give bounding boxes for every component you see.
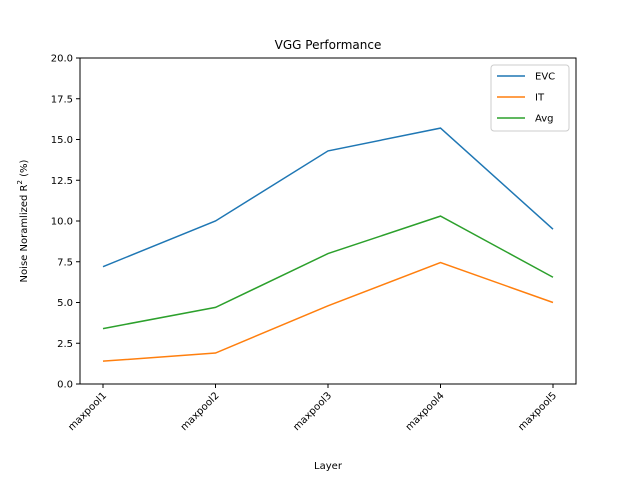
x-tick-label: maxpool1 [66,390,109,433]
x-tick-label: maxpool5 [516,390,559,433]
y-tick-label: 0.0 [57,380,73,391]
series-lines [102,127,554,362]
legend-label-avg: Avg [535,114,554,125]
y-tick-label: 12.5 [51,176,73,187]
x-tick-label: maxpool3 [291,390,334,433]
y-axis-title: Noise Noramlized R2 (%) [16,159,30,282]
x-tick-label: maxpool4 [404,390,447,433]
series-line-evc [102,127,554,268]
x-axis-ticks: maxpool1 maxpool2 maxpool3 maxpool4 maxpool5 [66,384,559,433]
legend: EVC IT Avg [490,64,570,132]
y-tick-label: 20.0 [51,54,73,65]
y-axis-ticks: 0.0 2.5 5.0 7.5 10.0 12.5 15.0 17.5 20.0 [51,54,80,391]
y-tick-label: 7.5 [57,257,73,268]
series-line-avg [102,215,554,330]
x-tick-label: maxpool2 [179,390,222,433]
x-axis-title: Layer [314,461,343,472]
y-tick-label: 5.0 [57,298,73,309]
chart-title: VGG Performance [275,38,382,52]
y-tick-label: 2.5 [57,339,73,350]
legend-frame [490,64,570,132]
y-tick-label: 10.0 [51,217,73,228]
plot-frame [79,57,577,385]
y-tick-label: 15.0 [51,135,73,146]
series-line-it [102,261,554,362]
y-tick-label: 17.5 [51,94,73,105]
legend-label-evc: EVC [535,72,555,83]
legend-label-it: IT [535,93,545,104]
